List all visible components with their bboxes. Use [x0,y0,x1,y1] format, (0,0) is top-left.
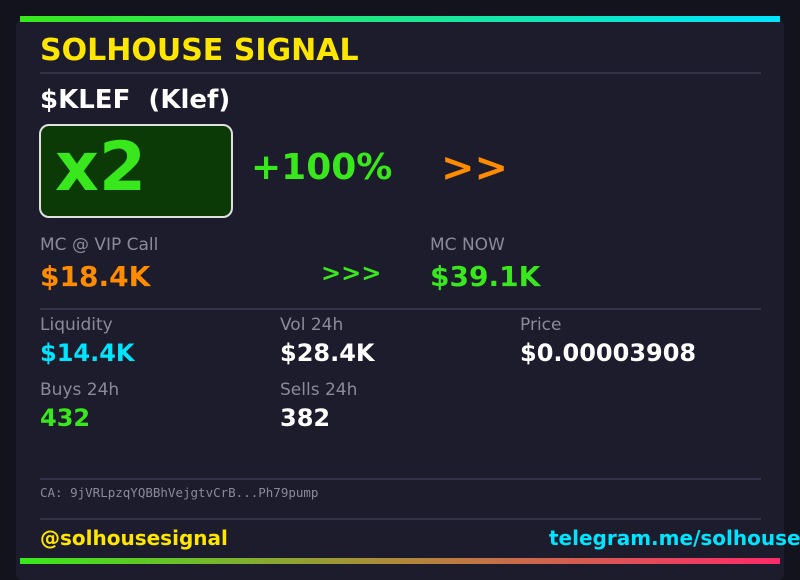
separator [40,72,761,74]
multiplier-box [39,124,233,218]
stat-value: $14.4K [40,339,135,367]
multiplier: x2 [55,128,147,207]
stat-label: Price [520,315,562,335]
stat-label: Liquidity [40,315,113,335]
separator [40,308,761,310]
arrow: >>> [321,259,382,287]
stat-value: $28.4K [280,339,375,367]
title: SOLHOUSE SIGNAL [40,33,359,68]
percent: +100% [251,147,393,188]
stat-value: 432 [40,404,91,432]
stat-value: $0.00003908 [520,339,697,367]
separator [40,518,761,520]
label: MC NOW [430,235,505,255]
link[interactable]: telegram.me/solhouse [549,526,800,550]
handle: @solhousesignal [40,526,228,550]
top-bar [20,16,780,22]
bottom-bar [20,558,780,564]
arrow: >> [441,145,509,191]
stat-value: 382 [280,404,331,432]
card [16,20,784,580]
separator [40,478,761,480]
token: $KLEF (Klef) [40,85,231,115]
value: $39.1K [430,260,541,293]
stat-label: Sells 24h [280,380,358,400]
value: $18.4K [40,260,151,293]
stat-label: Buys 24h [40,380,120,400]
contract: CA: 9jVRLpzqYQBBhVejgtvCrB...Ph79pump [40,485,319,500]
stat-label: Vol 24h [280,315,344,335]
link-clip: telegram.me/solhouse [549,526,800,552]
label: MC @ VIP Call [40,235,159,255]
